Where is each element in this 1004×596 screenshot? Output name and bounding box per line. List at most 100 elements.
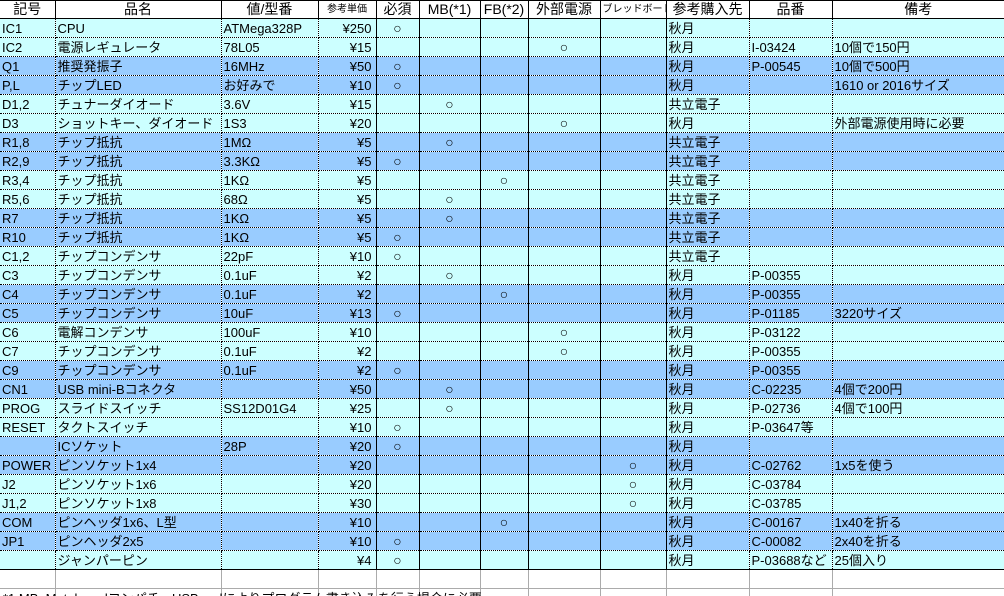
cell-fb[interactable] (480, 417, 529, 437)
cell-part[interactable]: I-03424 (749, 37, 833, 57)
cell-shop[interactable]: 共立電子 (666, 132, 750, 152)
cell-price[interactable]: ¥2 (318, 284, 377, 304)
cell-value[interactable]: ATMega328P (221, 18, 319, 38)
cell-name[interactable]: チップ抵抗 (55, 151, 222, 171)
cell-bb[interactable] (600, 436, 667, 456)
cell-fb[interactable] (480, 322, 529, 342)
circle-mark-req[interactable]: ○ (376, 246, 420, 266)
cell-ext[interactable] (528, 284, 601, 304)
cell-id[interactable]: J2 (0, 474, 56, 494)
cell-shop[interactable]: 秋月 (666, 493, 750, 513)
cell-price[interactable]: ¥20 (318, 455, 377, 475)
cell-bb[interactable] (600, 132, 667, 152)
empty-cell[interactable] (666, 570, 750, 589)
cell-id[interactable]: R2,9 (0, 151, 56, 171)
cell-price[interactable]: ¥10 (318, 322, 377, 342)
cell-req[interactable] (376, 341, 420, 361)
cell-ext[interactable] (528, 132, 601, 152)
empty-cell[interactable] (221, 570, 319, 589)
circle-mark-ext[interactable]: ○ (528, 113, 601, 133)
cell-value[interactable]: 3.3KΩ (221, 151, 319, 171)
cell-fb[interactable] (480, 436, 529, 456)
cell-note[interactable] (832, 132, 1004, 152)
cell-bb[interactable] (600, 56, 667, 76)
cell-ext[interactable] (528, 493, 601, 513)
cell-fb[interactable] (480, 341, 529, 361)
cell-ext[interactable] (528, 189, 601, 209)
cell-mb[interactable] (419, 341, 481, 361)
cell-price[interactable]: ¥13 (318, 303, 377, 323)
circle-mark-fb[interactable]: ○ (480, 284, 529, 304)
cell-name[interactable]: ジャンパーピン (55, 550, 222, 570)
cell-shop[interactable]: 共立電子 (666, 189, 750, 209)
cell-fb[interactable] (480, 398, 529, 418)
empty-cell[interactable] (666, 588, 750, 596)
cell-part[interactable]: P-03122 (749, 322, 833, 342)
cell-shop[interactable]: 共立電子 (666, 246, 750, 266)
cell-note[interactable]: 1610 or 2016サイズ (832, 75, 1004, 95)
column-header-ext[interactable]: 外部電源 (528, 0, 601, 19)
cell-shop[interactable]: 秋月 (666, 455, 750, 475)
cell-part[interactable] (749, 18, 833, 38)
empty-cell[interactable] (0, 570, 56, 589)
cell-note[interactable] (832, 18, 1004, 38)
cell-id[interactable]: R5,6 (0, 189, 56, 209)
cell-fb[interactable] (480, 531, 529, 551)
cell-value[interactable]: 28P (221, 436, 319, 456)
cell-id[interactable]: D1,2 (0, 94, 56, 114)
circle-mark-req[interactable]: ○ (376, 18, 420, 38)
cell-id[interactable]: COM (0, 512, 56, 532)
cell-part[interactable]: P-02736 (749, 398, 833, 418)
cell-part[interactable] (749, 189, 833, 209)
cell-note[interactable] (832, 417, 1004, 437)
cell-req[interactable] (376, 512, 420, 532)
cell-bb[interactable] (600, 37, 667, 57)
cell-fb[interactable] (480, 550, 529, 570)
cell-mb[interactable] (419, 531, 481, 551)
empty-cell[interactable] (832, 588, 1004, 596)
cell-value[interactable]: 0.1uF (221, 341, 319, 361)
circle-mark-req[interactable]: ○ (376, 360, 420, 380)
cell-name[interactable]: ICソケット (55, 436, 222, 456)
cell-price[interactable]: ¥2 (318, 265, 377, 285)
column-header-note[interactable]: 備考 (832, 0, 1004, 19)
empty-cell[interactable] (749, 588, 833, 596)
cell-name[interactable]: USB mini-Bコネクタ (55, 379, 222, 399)
cell-part[interactable] (749, 170, 833, 190)
cell-note[interactable] (832, 360, 1004, 380)
cell-value[interactable] (221, 455, 319, 475)
cell-ext[interactable] (528, 170, 601, 190)
cell-part[interactable]: P-00355 (749, 360, 833, 380)
cell-mb[interactable] (419, 56, 481, 76)
cell-fb[interactable] (480, 189, 529, 209)
cell-req[interactable] (376, 455, 420, 475)
cell-name[interactable]: チップ抵抗 (55, 170, 222, 190)
cell-fb[interactable] (480, 94, 529, 114)
cell-value[interactable] (221, 474, 319, 494)
cell-shop[interactable]: 共立電子 (666, 208, 750, 228)
empty-cell[interactable] (600, 570, 667, 589)
empty-cell[interactable] (419, 588, 481, 596)
cell-req[interactable] (376, 113, 420, 133)
circle-mark-mb[interactable]: ○ (419, 398, 481, 418)
cell-shop[interactable]: 共立電子 (666, 94, 750, 114)
cell-mb[interactable] (419, 227, 481, 247)
empty-cell[interactable] (318, 588, 377, 596)
cell-note[interactable]: 1x5を使う (832, 455, 1004, 475)
cell-price[interactable]: ¥4 (318, 550, 377, 570)
cell-part[interactable]: C-00082 (749, 531, 833, 551)
empty-cell[interactable] (528, 588, 601, 596)
cell-shop[interactable]: 秋月 (666, 417, 750, 437)
cell-ext[interactable] (528, 75, 601, 95)
cell-mb[interactable] (419, 113, 481, 133)
cell-note[interactable] (832, 246, 1004, 266)
cell-mb[interactable] (419, 550, 481, 570)
cell-id[interactable] (0, 550, 56, 570)
column-header-mb[interactable]: MB(*1) (419, 0, 481, 19)
cell-part[interactable]: P-03688など (749, 550, 833, 570)
cell-value[interactable]: 78L05 (221, 37, 319, 57)
cell-price[interactable]: ¥20 (318, 436, 377, 456)
circle-mark-mb[interactable]: ○ (419, 208, 481, 228)
cell-value[interactable]: 0.1uF (221, 265, 319, 285)
cell-price[interactable]: ¥15 (318, 94, 377, 114)
